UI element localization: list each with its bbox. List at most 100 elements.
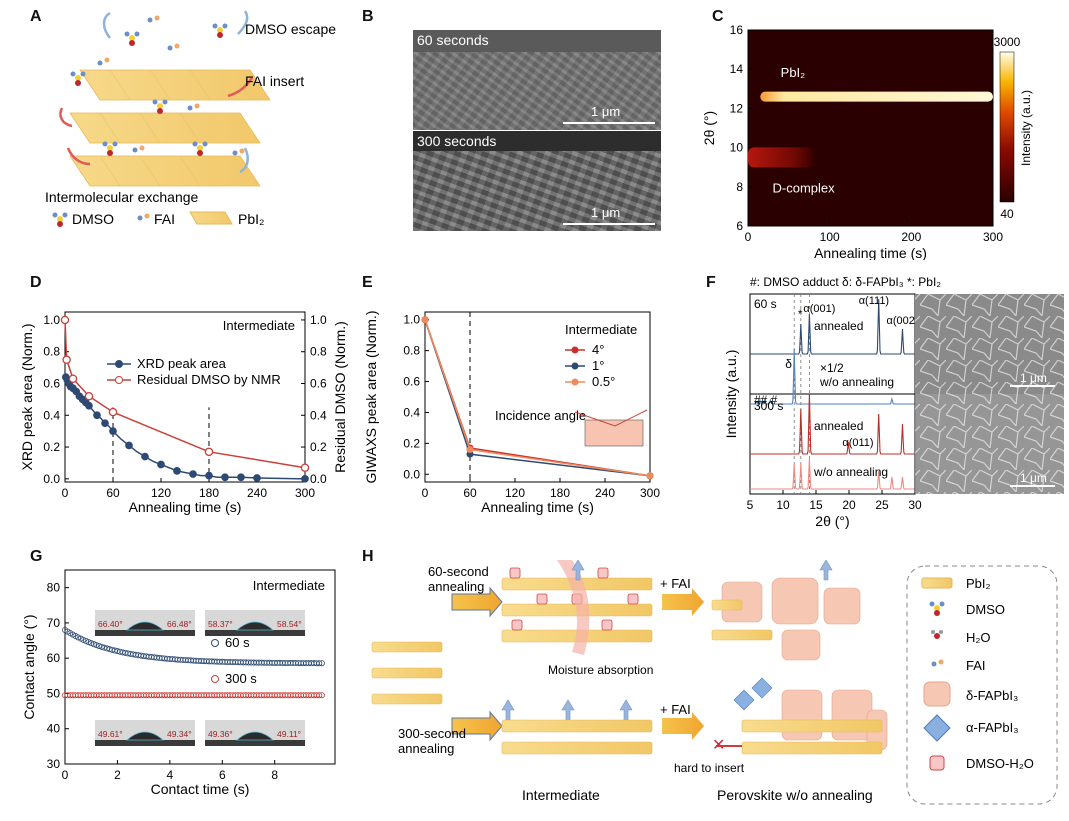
data-point — [189, 470, 197, 478]
x-tick-label: 6 — [219, 768, 226, 782]
y-tick-label: 30 — [47, 757, 61, 771]
colorbar-min: 40 — [1000, 207, 1014, 221]
inset-substrate — [584, 419, 644, 447]
plus-fai-1: + FAI — [660, 576, 691, 591]
x-tick-label: 300 — [983, 230, 1003, 244]
x-tick-label: 5 — [747, 498, 754, 512]
half-scale: ×1/2 — [820, 361, 844, 375]
droplet — [125, 621, 165, 631]
droplet — [235, 621, 275, 631]
y-tick-label: 14 — [730, 62, 744, 76]
annealed-60s: annealed — [814, 319, 863, 333]
fai-insert-text: FAI insert — [245, 73, 304, 89]
y-axis-label: GIWAXS peak area (Norm.) — [363, 311, 379, 484]
heatmap-background — [748, 30, 993, 226]
panel-letter-f: F — [706, 274, 716, 291]
data-point — [466, 446, 474, 454]
droplet — [235, 731, 275, 741]
y-tick-label: 6 — [736, 219, 743, 233]
data-point — [60, 315, 70, 325]
x-tick-label: 240 — [247, 486, 267, 500]
data-point — [108, 407, 118, 417]
x-tick-label: 30 — [908, 498, 922, 512]
pbi2-label: PbI₂ — [781, 65, 806, 80]
x-axis-label: Annealing time (s) — [481, 499, 594, 515]
x-tick-label: 4 — [167, 768, 174, 782]
photo-substrate — [95, 740, 195, 746]
f-header: #: DMSO adduct δ: δ-FAPbI₃ *: PbI₂ — [750, 275, 941, 289]
legend-label: 0.5° — [592, 374, 615, 389]
y-axis-label: Intensity (a.u.) — [723, 350, 739, 439]
panel-letter-a: A — [30, 8, 42, 25]
sem-label-60s: 60 seconds — [417, 32, 489, 48]
sem-topview-60s — [915, 294, 1064, 394]
y-axis-label: XRD peak area (Norm.) — [20, 323, 35, 470]
x-tick-label: 0 — [62, 768, 69, 782]
legend-marker — [571, 346, 579, 354]
dmso-escape-text: DMSO escape — [245, 21, 336, 37]
y-tick-label: 16 — [730, 23, 744, 37]
escape-arrow-right — [237, 10, 249, 35]
a001: α(001) — [803, 303, 835, 315]
series-line — [64, 319, 306, 469]
panel-letter-g: G — [30, 548, 43, 565]
x-tick-label: 180 — [199, 486, 219, 500]
moisture-arrow — [557, 560, 590, 655]
legend-h-h2o: H₂O — [966, 630, 991, 645]
y-tick-label: 12 — [730, 101, 744, 115]
arrow-300s — [451, 710, 503, 742]
plot-frame — [64, 569, 336, 765]
legend-h-fai: FAI — [966, 658, 986, 673]
x-tick-label: 100 — [820, 230, 840, 244]
angle-right: 49.11° — [277, 729, 301, 739]
x-tick-label: 120 — [505, 486, 525, 500]
legend-dmso: DMSO — [72, 211, 114, 227]
escape-arrows-h — [501, 560, 833, 721]
x-axis-label: 2θ (°) — [815, 513, 849, 529]
arrow-fai-2 — [662, 712, 704, 740]
y2-tick-label: 0.0 — [310, 472, 327, 486]
insert-arrow-right — [227, 77, 254, 98]
data-point — [125, 441, 133, 450]
x-tick-label: 180 — [550, 486, 570, 500]
series-line — [424, 319, 651, 477]
legend-h-items: PbI₂ DMSO H₂O FAI δ-FAPbI₃ α-FAPbI₃ DMSO… — [921, 576, 1034, 771]
legend-h-dmso-h2o: DMSO-H₂O — [966, 756, 1034, 771]
y-tick-label: 1.0 — [403, 313, 420, 327]
y-axis-label: Contact angle (°) — [21, 614, 37, 719]
star-mark: * — [798, 307, 803, 321]
data-point-60s — [316, 660, 323, 667]
dcomplex-label: D-complex — [773, 181, 836, 196]
y-tick-label: 0.2 — [43, 440, 60, 454]
y-tick-label: 8 — [736, 180, 743, 194]
pbi2-layers — [69, 69, 271, 187]
scale-text: 1 μm — [591, 104, 621, 119]
plot-frame — [64, 311, 306, 483]
xrd-pattern — [750, 458, 915, 490]
data-point — [646, 472, 654, 480]
legend-h-delta: δ-FAPbI₃ — [966, 688, 1018, 703]
droplet-photo: 49.61° 49.34° — [95, 720, 195, 746]
fai-molecules — [97, 15, 245, 156]
legend-pbi2: PbI₂ — [238, 211, 264, 227]
droplet-photo: 66.40° 66.48° — [95, 610, 195, 636]
data-point-300s — [316, 692, 323, 699]
plot-frame — [424, 311, 651, 483]
chart-title: Intermediate — [223, 318, 295, 333]
chart-e-giwaxs: 0 60 120 180 240 300 0.0 0.2 0.4 0.6 0.8 1.0 4°1°0.5… — [363, 311, 660, 515]
data-point — [300, 463, 310, 472]
y-tick-label: 0.6 — [43, 376, 60, 390]
x-tick-label: 200 — [901, 230, 921, 244]
legend-label: 1° — [592, 358, 604, 373]
droplet — [125, 731, 165, 741]
legend-title: Intermediate — [565, 322, 637, 337]
moisture-text: Moisture absorption — [548, 663, 653, 677]
colorbar-max: 3000 — [994, 35, 1021, 49]
chart-d-xrd-dmso: 0 60 120 180 240 3000.00.20.40.60.81.00.00.20… — [20, 311, 348, 515]
chart-f-xrd-patterns: 5 10 15 20 25 30 #: DMSO adduct δ: δ-FAPbI₃ *:… — [723, 275, 1064, 529]
data-point — [62, 355, 71, 364]
angle-left: 66.40° — [98, 619, 123, 629]
angle-left: 49.61° — [98, 729, 123, 739]
y-tick-label: 40 — [47, 722, 61, 736]
photo-substrate — [205, 630, 305, 636]
